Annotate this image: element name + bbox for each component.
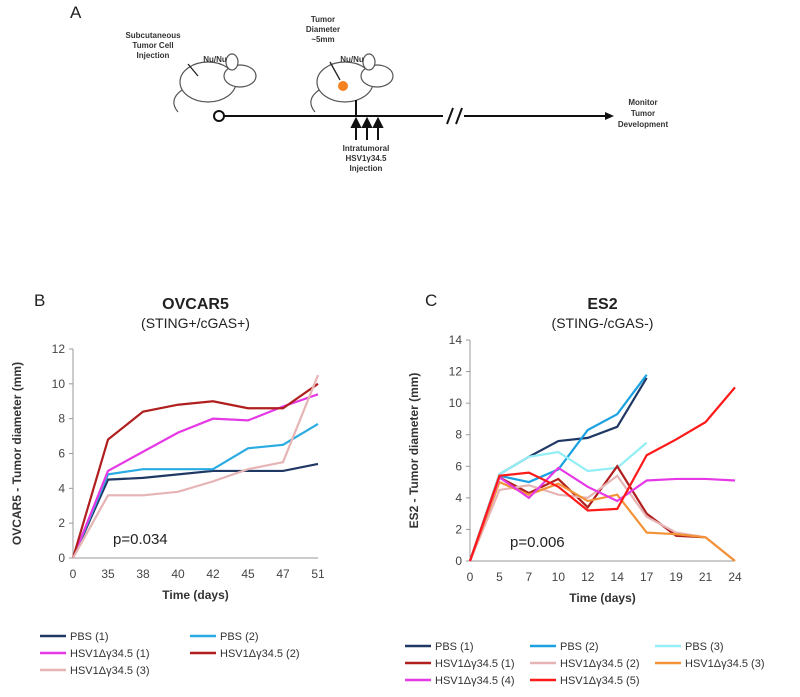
y-tick-label: 4 xyxy=(455,491,462,505)
panel-label: A xyxy=(70,3,82,22)
schematic-label: Development xyxy=(618,120,669,129)
chart-subtitle: (STING-/cGAS-) xyxy=(552,315,654,331)
legend-label: PBS (1) xyxy=(70,631,109,643)
legend-label: HSV1Δγ34.5 (3) xyxy=(685,658,765,670)
x-tick-label: 14 xyxy=(611,570,625,584)
y-tick-label: 12 xyxy=(52,342,66,356)
schematic: A Subcutaneous Tumor xyxy=(70,3,668,173)
legend-label: HSV1Δγ34.5 (2) xyxy=(560,658,640,670)
legend-label: PBS (2) xyxy=(220,631,259,643)
y-tick-label: 6 xyxy=(455,459,462,473)
timeline-break xyxy=(455,107,463,125)
x-axis-label: Time (days) xyxy=(569,591,635,605)
y-tick-label: 0 xyxy=(58,551,65,565)
x-tick-label: 24 xyxy=(728,570,742,584)
x-tick-label: 42 xyxy=(206,567,220,581)
y-tick-label: 2 xyxy=(58,516,65,530)
schematic-label: ~5mm xyxy=(311,35,334,44)
timeline-start xyxy=(213,110,225,122)
legend-label: HSV1Δγ34.5 (1) xyxy=(435,658,515,670)
legend-label: HSV1Δγ34.5 (2) xyxy=(220,648,300,660)
x-tick-label: 38 xyxy=(136,567,150,581)
y-tick-label: 10 xyxy=(449,396,463,410)
x-tick-label: 47 xyxy=(276,567,290,581)
annotation: p=0.006 xyxy=(510,534,565,551)
y-tick-label: 0 xyxy=(455,554,462,568)
legend-label: PBS (1) xyxy=(435,641,474,653)
schematic-label: Monitor xyxy=(628,98,657,107)
legend-label: HSV1Δγ34.5 (5) xyxy=(560,675,640,687)
x-tick-label: 7 xyxy=(526,570,533,584)
injection-arrows xyxy=(350,116,384,140)
schematic-label: Injection xyxy=(137,51,170,60)
series-line xyxy=(468,386,736,562)
y-tick-label: 14 xyxy=(449,333,463,347)
arrow-head xyxy=(605,112,614,120)
chart-title: ES2 xyxy=(587,296,617,313)
legend-label: HSV1Δγ34.5 (1) xyxy=(70,648,150,660)
tumor-icon xyxy=(338,81,348,91)
schematic-label: Subcutaneous xyxy=(125,31,181,40)
y-tick-label: 8 xyxy=(455,428,462,442)
series-line xyxy=(71,393,319,559)
legend-label: HSV1Δγ34.5 (4) xyxy=(435,675,515,687)
x-tick-label: 17 xyxy=(640,570,654,584)
series-line xyxy=(71,462,319,559)
schematic-label: Nu/Nu xyxy=(340,55,364,64)
panel-label: B xyxy=(34,291,45,310)
schematic-label: Tumor Cell xyxy=(132,41,173,50)
x-tick-label: 45 xyxy=(241,567,255,581)
y-tick-label: 6 xyxy=(58,447,65,461)
series-line xyxy=(71,382,319,559)
y-axis-label: OVCAR5 - Tumor diameter (mm) xyxy=(10,362,24,545)
schematic-label: Tumor xyxy=(311,15,335,24)
schematic-label: Intratumoral xyxy=(343,144,390,153)
y-tick-label: 10 xyxy=(52,377,66,391)
x-tick-label: 0 xyxy=(70,567,77,581)
y-tick-label: 12 xyxy=(449,365,463,379)
panel-label: C xyxy=(425,291,437,310)
series-line xyxy=(71,422,319,559)
schematic-label: Nu/Nu xyxy=(203,55,227,64)
schematic-label: Tumor xyxy=(631,109,655,118)
legend-label: PBS (3) xyxy=(685,641,724,653)
y-axis-label: ES2 - Tumor diameter (mm) xyxy=(407,373,421,529)
x-tick-label: 5 xyxy=(496,570,503,584)
series-line xyxy=(468,466,736,562)
y-tick-label: 4 xyxy=(58,481,65,495)
x-tick-label: 51 xyxy=(311,567,325,581)
x-tick-label: 0 xyxy=(467,570,474,584)
x-tick-label: 19 xyxy=(669,570,683,584)
x-tick-label: 12 xyxy=(581,570,595,584)
timeline-break xyxy=(446,107,454,125)
schematic-label: Diameter xyxy=(306,25,340,34)
annotation: p=0.034 xyxy=(113,531,168,548)
x-tick-label: 21 xyxy=(699,570,713,584)
legend-label: PBS (2) xyxy=(560,641,599,653)
chart-title: OVCAR5 xyxy=(162,296,229,313)
legend-label: HSV1Δγ34.5 (3) xyxy=(70,665,150,677)
y-tick-label: 2 xyxy=(455,522,462,536)
chart-subtitle: (STING+/cGAS+) xyxy=(141,315,250,331)
x-tick-label: 35 xyxy=(101,567,115,581)
x-axis-label: Time (days) xyxy=(162,588,228,602)
x-tick-label: 40 xyxy=(171,567,185,581)
schematic-label: HSV1γ34.5 xyxy=(346,154,387,163)
arrow xyxy=(187,63,199,77)
arrow xyxy=(329,61,341,81)
schematic-label: Injection xyxy=(350,164,383,173)
series-line xyxy=(72,374,320,559)
x-tick-label: 10 xyxy=(552,570,566,584)
y-tick-label: 8 xyxy=(58,412,65,426)
